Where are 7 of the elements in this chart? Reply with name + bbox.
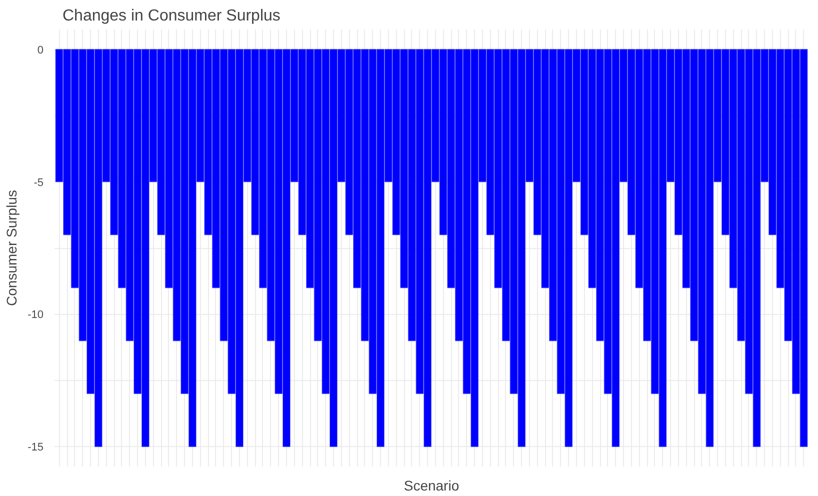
- y-axis-title: Consumer Surplus: [4, 190, 20, 306]
- chart-title: Changes in Consumer Surplus: [62, 8, 280, 24]
- y-tick-label: -5: [34, 176, 44, 189]
- x-axis-title: Scenario: [404, 478, 460, 494]
- y-tick-label: -10: [28, 309, 44, 322]
- y-tick-label: 0: [37, 44, 44, 56]
- y-tick-label: -15: [28, 442, 44, 454]
